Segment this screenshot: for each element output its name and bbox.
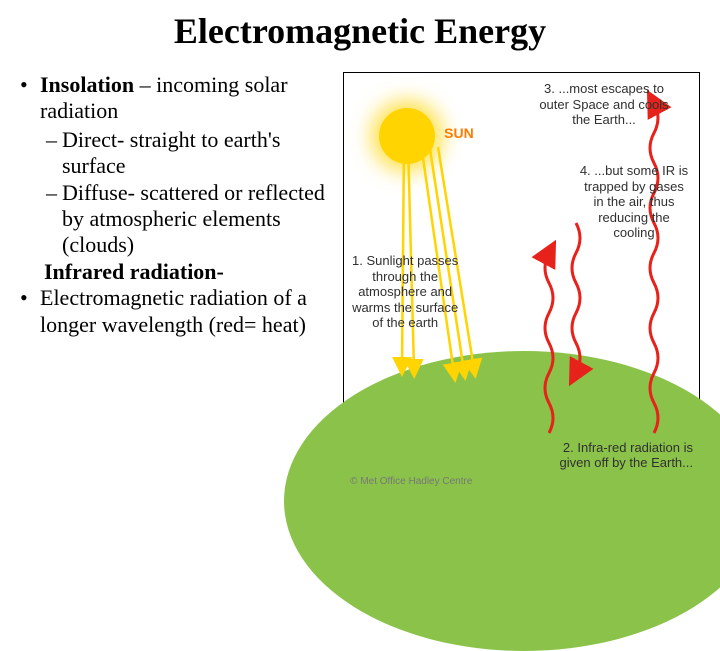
diagram-label-1: 1. Sunlight passes through the atmospher… [350, 253, 460, 331]
diagram-label-4: 4. ...but some IR is trapped by gases in… [579, 163, 689, 241]
diagram-label-2: 2. Infra-red radiation is given off by t… [543, 440, 693, 471]
text-column: Insolation – incoming solar radiation Di… [20, 72, 337, 492]
sub-direct: Direct- straight to earth's surface [20, 127, 337, 180]
page-title: Electromagnetic Energy [0, 10, 720, 52]
greenhouse-diagram: SUN 1. Sunlight passes throu [343, 72, 700, 492]
sub-diffuse: Diffuse- scattered or reflected by atmos… [20, 180, 337, 259]
infrared-escape-wave [650, 103, 658, 433]
infrared-up-wave [545, 253, 553, 433]
infrared-heading: Infrared radiation- [20, 259, 337, 285]
infrared-trapped-wave [572, 223, 580, 373]
diagram-credit: © Met Office Hadley Centre [350, 476, 472, 487]
bullet-insolation: Insolation – incoming solar radiation [20, 72, 337, 125]
insolation-term: Insolation [40, 72, 134, 97]
content-row: Insolation – incoming solar radiation Di… [0, 72, 720, 492]
diagram-label-3: 3. ...most escapes to outer Space and co… [539, 81, 669, 128]
bullet-em-longer: Electromagnetic radiation of a longer wa… [20, 285, 337, 338]
